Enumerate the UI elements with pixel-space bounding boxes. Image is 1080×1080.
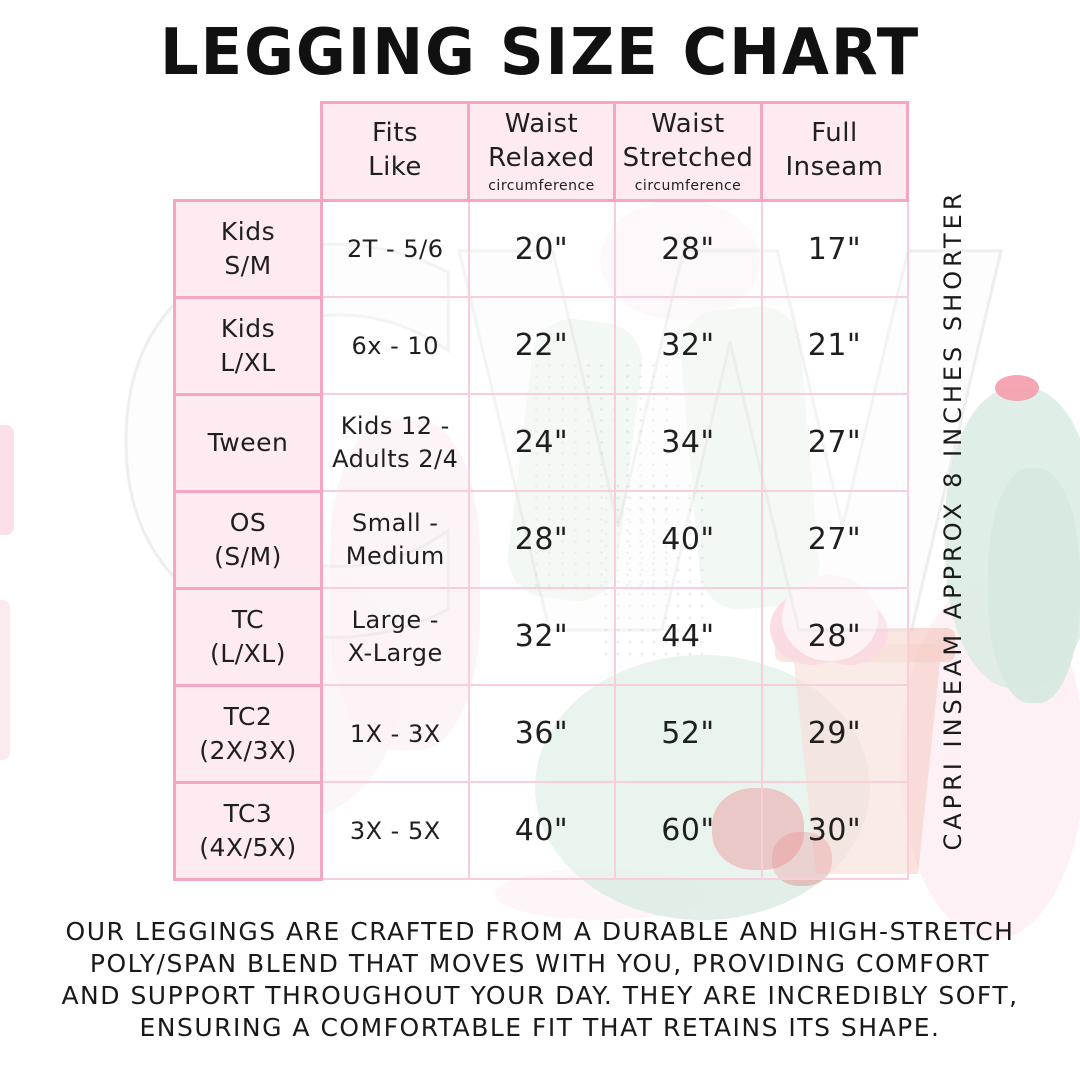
- cell-full-inseam: 27": [760, 393, 909, 493]
- size-chart-table: Fits Like Waist Relaxed circumference Wai…: [173, 101, 909, 881]
- table-row: TC2 (2X/3X) 1X - 3X 36" 52" 29": [173, 683, 909, 784]
- pink-strip-decor: [0, 600, 10, 760]
- table-row: Kids S/M 2T - 5/6 20" 28" 17": [173, 198, 909, 299]
- col-label: Full Inseam: [785, 118, 884, 182]
- description-text: OUR LEGGINGS ARE CRAFTED FROM A DURABLE …: [30, 916, 1050, 1044]
- col-header-full-inseam: Full Inseam: [760, 101, 909, 202]
- col-header-fits-like: Fits Like: [320, 101, 470, 202]
- page-title: LEGGING SIZE CHART: [159, 16, 921, 90]
- row-header-tc2: TC2 (2X/3X): [173, 683, 323, 784]
- col-header-waist-stretched: Waist Stretched circumference: [613, 101, 763, 202]
- cell-waist-stretched: 44": [613, 587, 763, 687]
- col-label: Waist Relaxed: [488, 109, 595, 173]
- cell-fits-like: Large - X-Large: [320, 587, 470, 687]
- cell-full-inseam: 30": [760, 781, 909, 881]
- description-line: AND SUPPORT THROUGHOUT YOUR DAY. THEY AR…: [61, 981, 1019, 1010]
- title-row: LEGGING SIZE CHART: [0, 16, 1080, 90]
- row-header-os: OS (S/M): [173, 489, 323, 590]
- cell-waist-stretched: 60": [613, 781, 763, 881]
- cell-full-inseam: 28": [760, 587, 909, 687]
- cell-full-inseam: 17": [760, 199, 909, 299]
- table-row: Tween Kids 12 - Adults 2/4 24" 34" 27": [173, 392, 909, 493]
- col-label: Fits Like: [368, 118, 422, 182]
- cell-fits-like: Small - Medium: [320, 490, 470, 590]
- cell-fits-like: 2T - 5/6: [320, 199, 470, 299]
- cell-waist-relaxed: 32": [467, 587, 616, 687]
- cell-full-inseam: 29": [760, 684, 909, 784]
- cell-waist-relaxed: 24": [467, 393, 616, 493]
- row-header-tc: TC (L/XL): [173, 586, 323, 687]
- description-line: POLY/SPAN BLEND THAT MOVES WITH YOU, PRO…: [89, 949, 991, 978]
- table-row: TC (L/XL) Large - X-Large 32" 44" 28": [173, 586, 909, 687]
- row-header-tween: Tween: [173, 392, 323, 493]
- col-sublabel: circumference: [634, 177, 742, 194]
- cell-full-inseam: 21": [760, 296, 909, 396]
- cell-fits-like: 6x - 10: [320, 296, 470, 396]
- col-sublabel: circumference: [488, 177, 595, 194]
- pink-strip-decor: [0, 425, 14, 535]
- cactus-flower-art: [995, 375, 1039, 401]
- row-header-kids-sm: Kids S/M: [173, 198, 323, 299]
- cell-waist-relaxed: 40": [467, 781, 616, 881]
- description-line: OUR LEGGINGS ARE CRAFTED FROM A DURABLE …: [65, 917, 1015, 946]
- col-header-waist-relaxed: Waist Relaxed circumference: [467, 101, 616, 202]
- row-header-tc3: TC3 (4X/5X): [173, 780, 323, 881]
- header-row: Fits Like Waist Relaxed circumference Wai…: [175, 101, 909, 202]
- cell-waist-relaxed: 20": [467, 199, 616, 299]
- row-header-kids-lxl: Kids L/XL: [173, 295, 323, 396]
- cell-waist-stretched: 52": [613, 684, 763, 784]
- cell-fits-like: 1X - 3X: [320, 684, 470, 784]
- table-row: OS (S/M) Small - Medium 28" 40" 27": [173, 489, 909, 590]
- cell-full-inseam: 27": [760, 490, 909, 590]
- cell-waist-stretched: 28": [613, 199, 763, 299]
- col-label: Waist Stretched: [622, 109, 754, 173]
- cell-fits-like: Kids 12 - Adults 2/4: [320, 393, 470, 493]
- cell-fits-like: 3X - 5X: [320, 781, 470, 881]
- cactus-art: [988, 468, 1080, 703]
- cell-waist-stretched: 32": [613, 296, 763, 396]
- cell-waist-relaxed: 28": [467, 490, 616, 590]
- table-row: TC3 (4X/5X) 3X - 5X 40" 60" 30": [173, 780, 909, 881]
- cell-waist-stretched: 40": [613, 490, 763, 590]
- cell-waist-relaxed: 22": [467, 296, 616, 396]
- description-line: ENSURING A COMFORTABLE FIT THAT RETAINS …: [139, 1013, 941, 1042]
- cell-waist-relaxed: 36": [467, 684, 616, 784]
- cell-waist-stretched: 34": [613, 393, 763, 493]
- corner-cell: [175, 103, 322, 201]
- table-row: Kids L/XL 6x - 10 22" 32" 21": [173, 295, 909, 396]
- capri-inseam-note: CAPRI INSEAM APPROX 8 INCHES SHORTER: [939, 189, 967, 851]
- pink-wash-decor: [900, 580, 1080, 940]
